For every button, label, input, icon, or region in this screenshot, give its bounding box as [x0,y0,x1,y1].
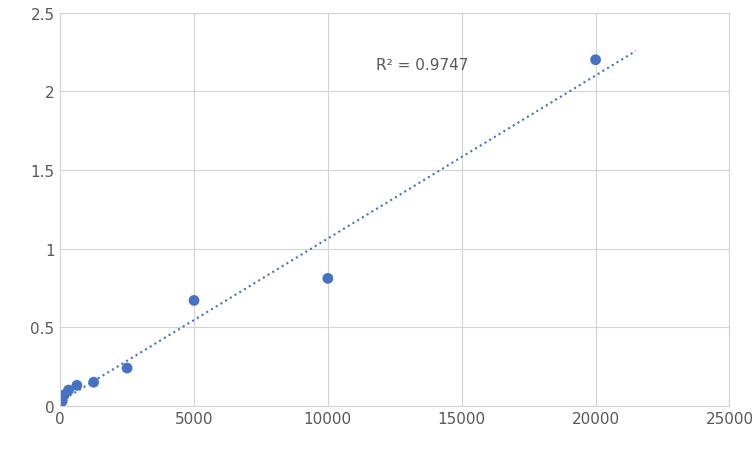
Text: R² = 0.9747: R² = 0.9747 [376,58,468,73]
Point [56,398,68,405]
Point [188,297,200,304]
Point [88,379,99,386]
Point [59,391,71,399]
Point [54,401,66,408]
Point [590,57,602,64]
Point [62,387,74,394]
Point [121,364,133,372]
Point [322,275,334,282]
Point [71,382,83,389]
